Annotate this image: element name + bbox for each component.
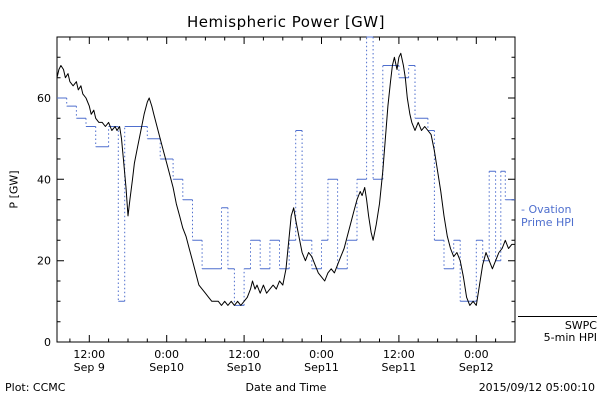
- swpc-line-sample: [518, 316, 597, 317]
- y-tick-label: 40: [37, 173, 51, 186]
- legend-ovation-prime: - Ovation Prime HPI: [521, 203, 574, 229]
- legend-swpc: SWPC 5-min HPI: [518, 316, 597, 344]
- legend-ovation-line2: Prime HPI: [521, 216, 575, 229]
- x-tick-date-label: Sep10: [227, 361, 262, 374]
- x-tick-date-label: Sep 9: [74, 361, 105, 374]
- y-tick-label: 60: [37, 92, 51, 105]
- y-tick-label: 20: [37, 255, 51, 268]
- x-tick-date-label: Sep12: [459, 361, 494, 374]
- series-swpc-line: [56, 52, 515, 306]
- series-ovation-steps: [57, 36, 515, 306]
- chart-title: Hemispheric Power [GW]: [187, 13, 385, 31]
- series-ovation-connectors: [66, 37, 506, 306]
- legend-swpc-line2: 5-min HPI: [543, 331, 597, 344]
- plot-credit: Plot: CCMC: [5, 381, 66, 394]
- x-tick-time-label: 12:00: [228, 348, 260, 361]
- x-tick-date-label: Sep10: [149, 361, 184, 374]
- plot-frame: [56, 36, 516, 343]
- x-axis-label: Date and Time: [245, 381, 327, 394]
- x-tick-date-label: Sep11: [304, 361, 339, 374]
- x-tick-time-label: 0:00: [464, 348, 489, 361]
- axis-ticks: [57, 37, 515, 343]
- x-tick-date-label: Sep11: [382, 361, 417, 374]
- legend-swpc-line1: SWPC: [564, 319, 597, 332]
- x-tick-time-label: 12:00: [73, 348, 105, 361]
- x-tick-time-label: 0:00: [154, 348, 179, 361]
- y-tick-label: 0: [44, 336, 51, 349]
- legend-ovation-line1: - Ovation: [521, 203, 572, 216]
- x-tick-time-label: 12:00: [383, 348, 415, 361]
- plot-timestamp: 2015/09/12 05:00:10: [478, 381, 595, 394]
- x-tick-time-label: 0:00: [309, 348, 334, 361]
